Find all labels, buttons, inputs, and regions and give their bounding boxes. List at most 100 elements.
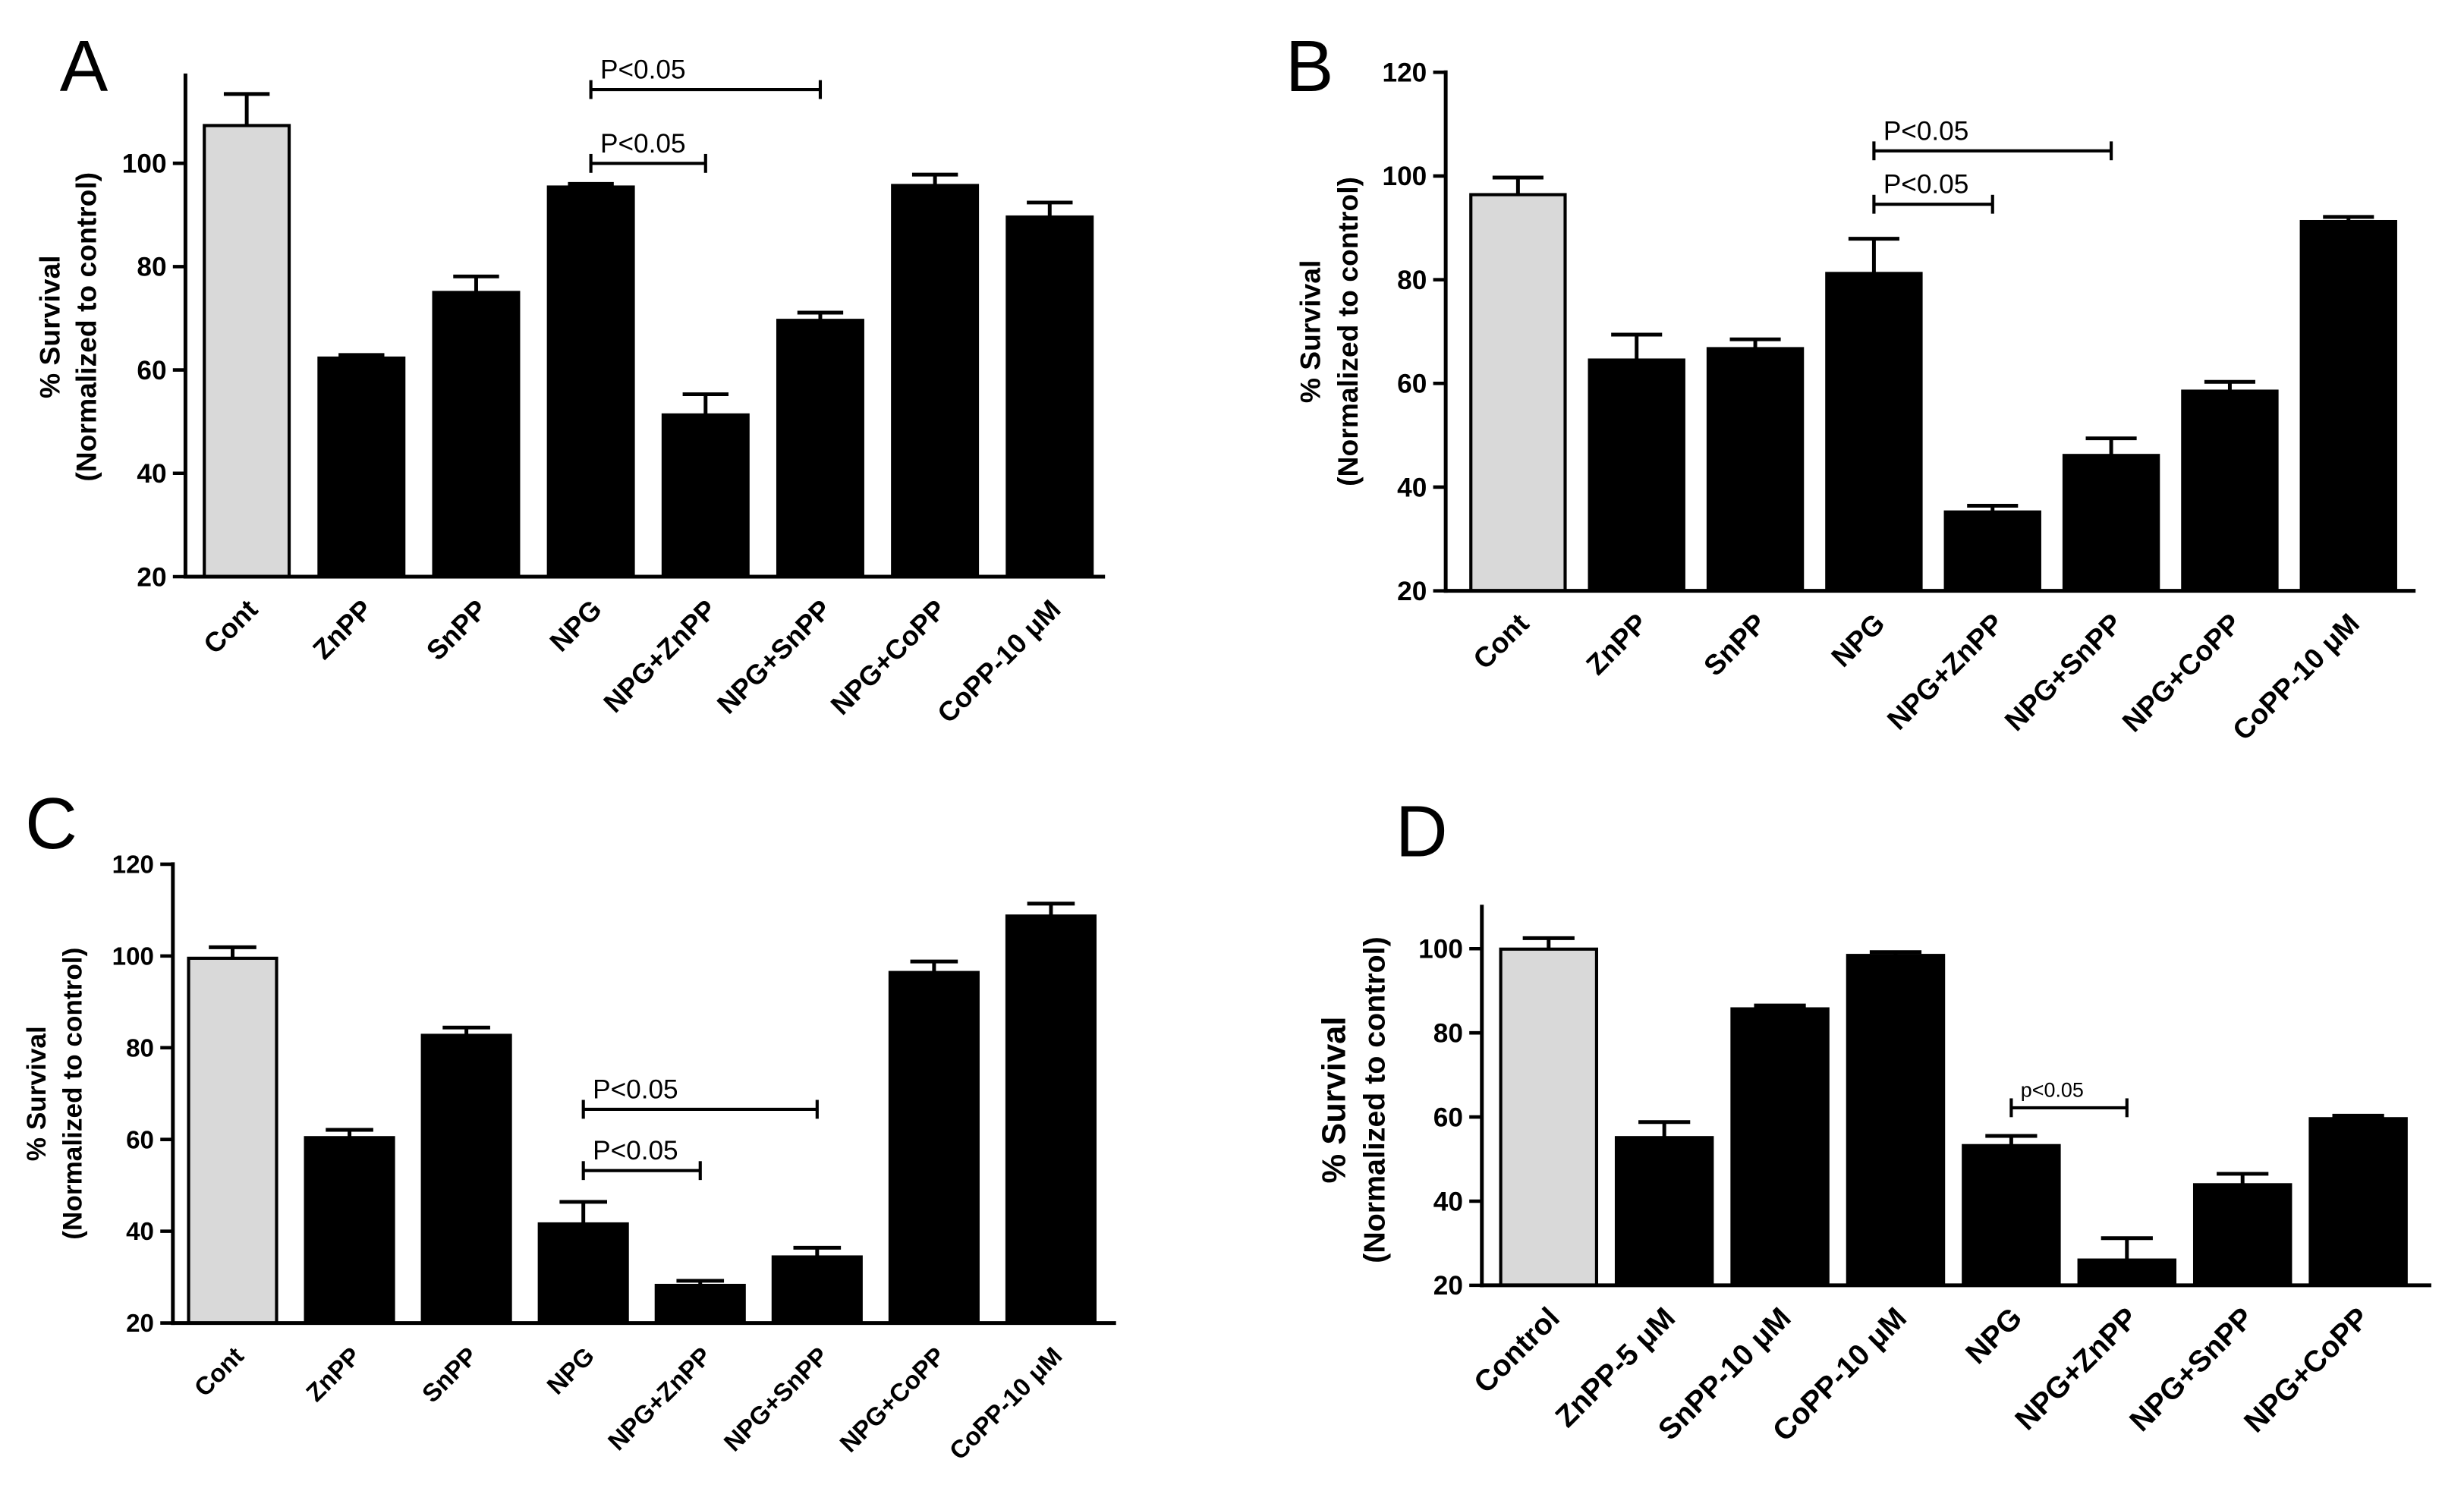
y-ticks: 20 40 60 80 100 120: [112, 851, 173, 1338]
bar-npg-znpp: [654, 1283, 746, 1325]
x-tick-labels: Cont ZnPP SnPP NPGNPG+ZnPPNPG+SnPPNPG+CoPPC…: [197, 593, 1066, 728]
x-tick-label: NPG+SnPP: [711, 593, 837, 719]
panel-letter: D: [1396, 792, 1448, 873]
bar-snpp-10-um: [1730, 1007, 1830, 1287]
bar-copp-10-um: [2299, 219, 2397, 593]
bars: [1499, 947, 2408, 1287]
y-tick-label: 40: [126, 1218, 154, 1246]
bar-copp-10-um: [1005, 215, 1094, 579]
panel-a: A % Survival (Normalized to control) 20 40 60…: [34, 27, 1106, 729]
y-tick-label: 20: [137, 562, 166, 592]
error-bar-cont: [223, 92, 270, 126]
y-ticks: 20 40 60 80 100 120: [1383, 58, 1446, 606]
significance-label: P<0.05: [600, 55, 686, 85]
error-bar-snpp: [1729, 337, 1781, 349]
bar-npg-copp: [888, 970, 980, 1325]
x-tick-label: NPG+ZnPP: [1880, 607, 2009, 736]
y-tick-label: 100: [112, 942, 154, 970]
y-tick-label: 20: [126, 1310, 154, 1338]
x-tick-label: Cont: [189, 1342, 249, 1402]
bar-cont: [1469, 193, 1567, 593]
y-tick-label: 100: [1383, 162, 1427, 191]
x-tick-label: SnPP: [417, 1342, 483, 1408]
bar-snpp: [420, 1033, 512, 1325]
error-bar-cont: [1492, 175, 1544, 195]
error-bar-copp-10-um: [1027, 901, 1075, 917]
x-tick-label: NPG+CoPP: [2116, 607, 2246, 738]
y-ticks: 20 40 60 80 100: [1418, 935, 1482, 1301]
bars: [1469, 193, 2397, 593]
y-axis-label-main: % Survival: [34, 255, 66, 398]
x-tick-labels: Cont ZnPP SnPP NPGNPG+ZnPPNPG+SnPPNPG+CoPPC…: [1467, 607, 2365, 746]
error-bar-npg-copp: [911, 172, 958, 186]
x-tick-label: CoPP-10 μM: [931, 593, 1066, 728]
panel-b: B % Survival (Normalized to control) 20 40 60…: [1285, 27, 2416, 747]
x-tick-label: NPG+ZnPP: [603, 1342, 717, 1456]
error-bars: [1522, 936, 2384, 1260]
bar-npg-copp: [891, 184, 980, 579]
error-bar-npg-snpp: [797, 310, 844, 321]
bar-znpp: [317, 356, 406, 579]
x-tick-label: NPG: [542, 1342, 600, 1401]
error-bar-copp-10-um: [1027, 200, 1073, 217]
x-tick-label: ZnPP: [307, 593, 378, 665]
error-bar-znpp: [338, 353, 385, 358]
y-tick-label: 80: [1433, 1019, 1463, 1049]
y-axis-title: % Survival (Normalized to control): [34, 172, 102, 482]
x-tick-label: NPG+CoPP: [835, 1342, 951, 1458]
bar-znpp: [1588, 358, 1685, 593]
error-bar-copp-10-um: [1869, 950, 1922, 956]
bar-npg-snpp: [776, 319, 864, 579]
error-bar-npg-snpp: [793, 1245, 842, 1257]
significance-bracket: P<0.05: [1872, 170, 1994, 214]
error-bars: [209, 901, 1075, 1285]
y-tick-label: 40: [1397, 473, 1427, 502]
x-tick-label: NPG+CoPP: [825, 593, 952, 721]
error-bar-npg-znpp: [682, 392, 729, 415]
y-tick-label: 20: [1397, 577, 1427, 606]
y-tick-label: 100: [1418, 935, 1463, 964]
significance-bracket: P<0.05: [589, 129, 707, 173]
y-axis-label-sub: (Normalized to control): [1358, 936, 1391, 1263]
panel-c: C % Survival (Normalized to control) 20 40 60…: [22, 784, 1116, 1466]
error-bar-npg-znpp: [676, 1279, 725, 1285]
x-tick-label: SnPP: [1698, 607, 1773, 682]
y-tick-label: 80: [1397, 266, 1427, 295]
significance-label: P<0.05: [593, 1136, 678, 1166]
y-tick-label: 120: [1383, 58, 1427, 88]
error-bar-snpp: [453, 274, 499, 293]
x-tick-label: ZnPP: [1580, 607, 1654, 681]
bar-npg-znpp: [661, 413, 750, 579]
x-tick-label: NPG+CoPP: [2238, 1301, 2376, 1439]
y-tick-label: 60: [1397, 370, 1427, 399]
bar-npg-snpp: [771, 1255, 863, 1325]
panel-letter: A: [60, 27, 109, 107]
error-bar-npg-copp: [2204, 379, 2255, 392]
bar-npg-snpp: [2062, 454, 2160, 593]
bar-npg: [1825, 272, 1923, 593]
x-tick-label: ZnPP: [301, 1342, 367, 1408]
y-axis-label-sub: (Normalized to control): [1332, 177, 1364, 486]
error-bar-npg: [1985, 1134, 2038, 1146]
error-bar-npg-copp: [910, 959, 958, 973]
y-axis-label-main: % Survival: [22, 1026, 52, 1161]
significance-bracket: P<0.05: [589, 55, 823, 99]
y-tick-label: 100: [122, 149, 167, 178]
bar-znpp: [304, 1136, 395, 1325]
significance-label: p<0.05: [2021, 1078, 2084, 1101]
bar-snpp: [432, 291, 521, 579]
error-bar-snpp: [442, 1025, 490, 1036]
error-bar-control: [1522, 936, 1575, 949]
x-tick-label: CoPP-10 μM: [944, 1342, 1068, 1466]
significance-label: P<0.05: [1883, 170, 1969, 200]
y-axis-label-sub: (Normalized to control): [58, 948, 88, 1240]
error-bars: [223, 92, 1073, 415]
y-ticks: 20 40 60 80 100: [122, 149, 186, 592]
bars: [203, 124, 1094, 579]
bar-npg-copp: [2308, 1117, 2408, 1287]
x-tick-label: NPG: [1959, 1301, 2028, 1370]
x-tick-label: Cont: [1467, 607, 1535, 675]
error-bar-npg-snpp: [2085, 436, 2137, 456]
